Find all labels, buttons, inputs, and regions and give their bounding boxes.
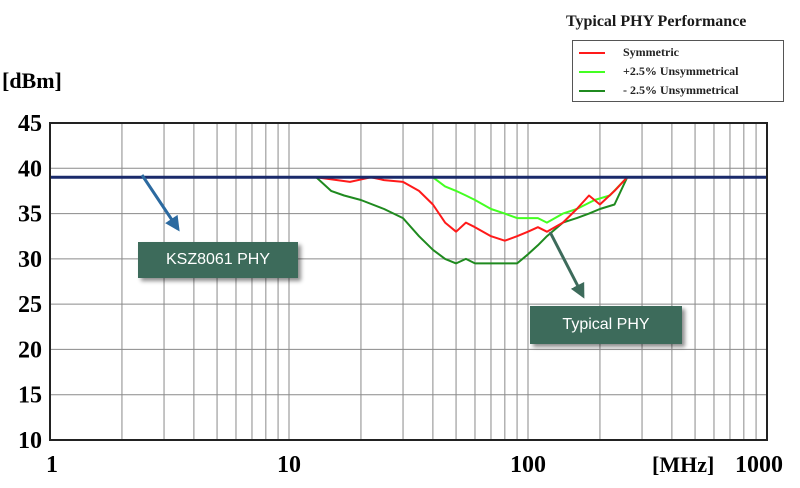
- legend-label-symmetric: Symmetric: [623, 45, 679, 59]
- y-tick-label: 45: [18, 111, 42, 137]
- legend-title: Typical PHY Performance: [566, 13, 747, 30]
- y-tick-label: 35: [18, 202, 42, 228]
- series-line-minus-unsymmetrical: [50, 176, 767, 265]
- x-tick-label: 1000: [735, 452, 783, 478]
- series-lines: [50, 175, 767, 265]
- y-tick-label: 25: [18, 292, 42, 318]
- x-tick-label: 10: [277, 452, 301, 478]
- plot-frame: [49, 122, 768, 441]
- y-tick-label: 40: [18, 156, 42, 182]
- ksz8061-arrow: [140, 174, 180, 232]
- y-tick-label: 10: [18, 428, 42, 454]
- ksz8061-callout: KSZ8061 PHY: [138, 242, 298, 278]
- grid: [49, 122, 767, 441]
- y-tick-label: 20: [18, 337, 42, 363]
- y-axis-label: [dBm]: [2, 68, 62, 93]
- legend-swatch-symmetric: [579, 52, 605, 54]
- typical-phy-arrow: [548, 231, 585, 299]
- callout-arrows: [140, 174, 585, 299]
- series-line-symmetric: [50, 176, 767, 242]
- y-tick-label: 30: [18, 247, 42, 273]
- legend-swatch-plus: [579, 71, 605, 73]
- series-line-plus-unsymmetrical: [50, 176, 767, 224]
- legend: Symmetric +2.5% Unsymmetrical - 2.5% Uns…: [572, 40, 784, 102]
- x-tick-label: 100: [510, 452, 546, 478]
- legend-label-minus: - 2.5% Unsymmetrical: [623, 83, 739, 97]
- typical-phy-callout: Typical PHY: [530, 306, 682, 344]
- legend-label-plus: +2.5% Unsymmetrical: [623, 64, 739, 78]
- y-tick-label: 15: [18, 383, 42, 409]
- x-tick-label: 1: [46, 452, 58, 478]
- legend-swatch-minus: [579, 90, 605, 92]
- x-axis-label: [MHz]: [652, 452, 715, 477]
